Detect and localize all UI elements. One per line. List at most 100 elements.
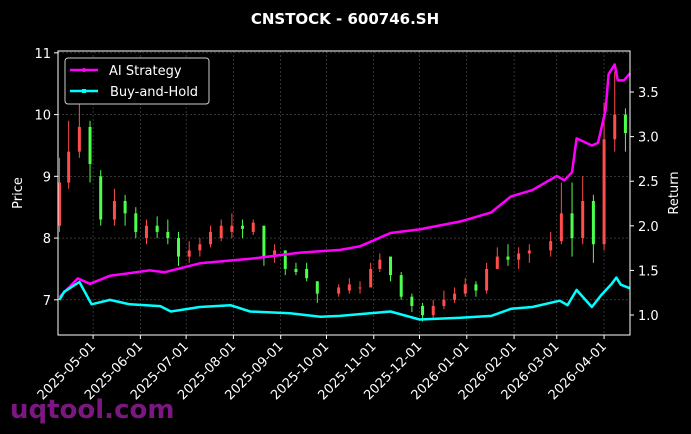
candle [485,262,489,294]
y-axis-right: 1.0 1.5 2.0 2.5 3.0 3.5 [630,86,659,324]
y-tick-label-right: 1.0 [638,309,659,324]
candle [474,281,478,297]
candle-body [241,225,245,229]
candle-body [305,268,309,279]
candle-body [485,268,489,291]
candle [613,71,617,152]
candle-body [506,256,510,260]
y-tick-label-left: 11 [34,47,51,62]
candle [166,219,170,245]
candle [77,96,81,158]
ai-strategy-line [58,63,631,299]
y-tick-label-left: 7 [43,294,51,309]
candle-body [421,305,425,316]
candle-body [410,296,414,306]
candle-body [602,139,606,245]
candle-body [112,201,116,220]
y-tick-label-left: 8 [43,232,51,247]
candle [241,219,245,239]
candle [517,247,521,269]
candle-body [219,225,223,239]
candle-body [527,250,531,254]
candle [581,176,585,245]
candlesticks [58,71,627,322]
candle-body [623,114,627,134]
y-label-right: Return [667,171,682,214]
candle [549,231,553,257]
candle [123,194,127,226]
candle-body [88,126,92,164]
candle-body [166,231,170,239]
candle-body [517,253,521,260]
candle-body [155,225,159,232]
candle [431,299,435,319]
candle [559,182,563,245]
candle [347,278,351,294]
candle [358,281,362,294]
candle-body [613,114,617,140]
candle-body [144,225,148,239]
grid [58,51,630,335]
watermark: uqtool.com [10,395,174,425]
y-tick-label-left: 10 [34,109,51,124]
candle-body [315,281,319,294]
candle-body [67,151,71,183]
candle [527,244,531,263]
candle [463,278,467,297]
y-label-left: Price [11,177,26,209]
candle-body [495,256,499,269]
candle-body [389,256,393,276]
candle-body [209,231,213,245]
chart-title: CNSTOCK - 600746.SH [251,10,439,28]
candle-body [474,284,478,291]
candle-body [337,287,341,294]
y-tick-label-left: 9 [43,170,51,185]
candle [442,290,446,310]
candle-body [399,275,403,297]
candle-body [559,213,563,242]
candle-body [431,305,435,316]
candle [198,238,202,257]
candle [177,231,181,266]
candle-body [369,268,373,288]
candle [495,247,499,269]
candle [453,287,457,303]
candle-body [123,201,127,214]
candle-body [570,213,574,239]
y-axis-left: 7 8 9 10 11 [34,47,58,309]
candle [506,244,510,266]
candle [602,102,606,251]
candle-body [294,268,298,273]
candle [144,219,148,245]
candle [230,213,234,239]
candle [337,284,341,297]
plot-frame [57,50,631,336]
y-tick-label-right: 3.0 [638,131,659,146]
candle-body [230,225,234,232]
candle-body [549,241,553,251]
candle-body [187,250,191,257]
candle [251,219,255,235]
candle-body [463,284,467,294]
candle [134,207,138,239]
candle [389,256,393,282]
candle [378,253,382,273]
candle [67,120,71,189]
candle [155,216,159,239]
candle-body [99,176,103,220]
candle-body [442,299,446,306]
legend-label-buyhold: Buy-and-Hold [110,85,198,100]
legend-label-strategy: AI Strategy [109,64,182,79]
buy-and-hold-line [58,276,631,321]
candle-body [251,222,255,232]
y-tick-label-right: 2.0 [638,220,659,235]
candle-body [262,225,266,257]
x-axis: 2025-05-012025-06-012025-07-012025-08-01… [35,335,610,403]
candle-body [273,250,277,257]
candle [399,272,403,300]
candle [187,241,191,263]
candle [88,120,92,183]
candle [273,244,277,263]
candle [623,108,627,152]
